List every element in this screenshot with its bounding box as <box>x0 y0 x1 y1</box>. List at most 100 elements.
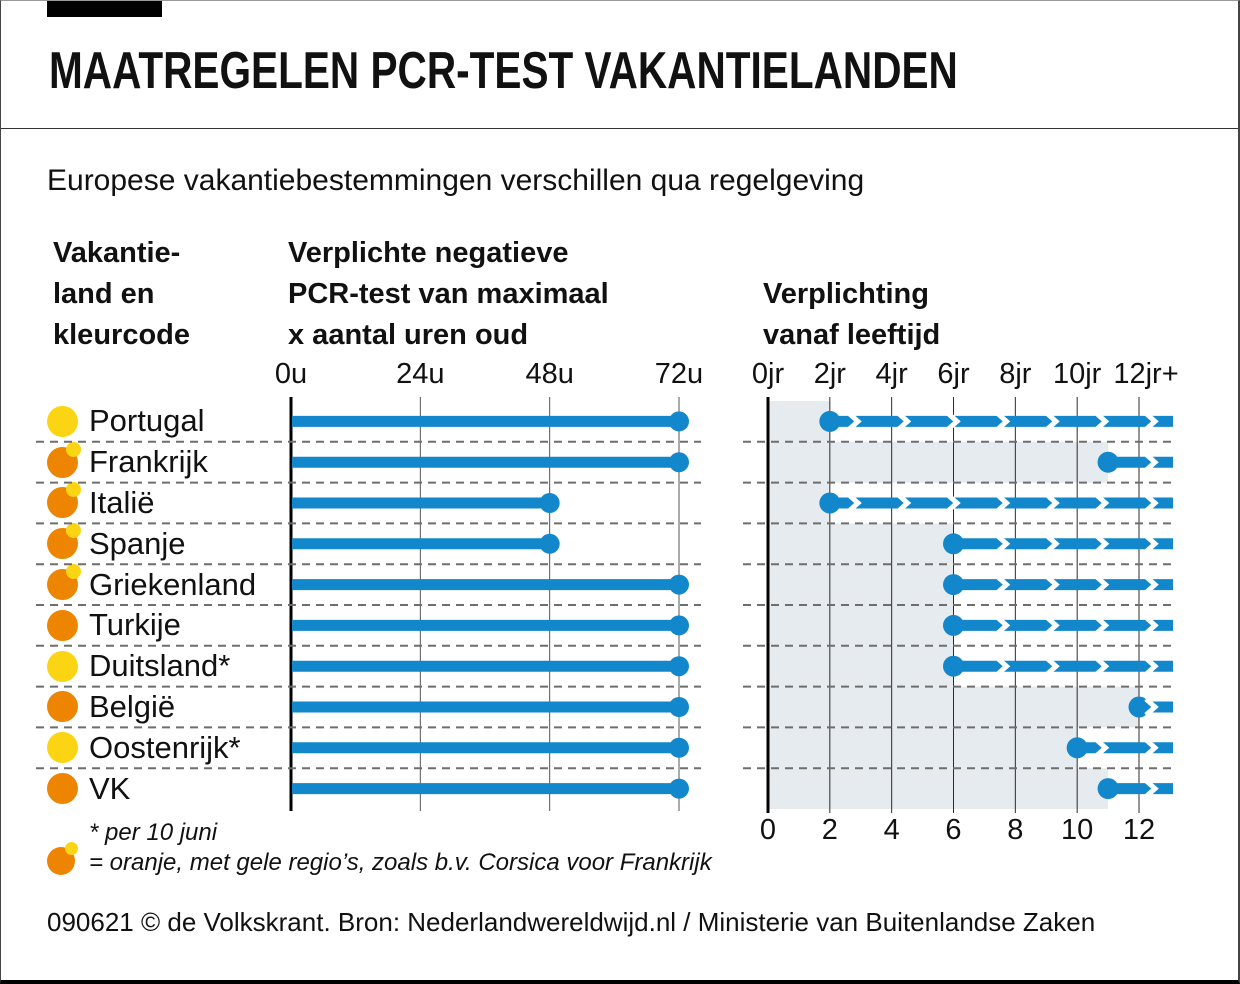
age-bar-dot <box>943 574 964 596</box>
pcr-axis-label: 48u <box>525 358 573 390</box>
chevron-right-icon <box>1144 574 1159 595</box>
chevron-right-icon <box>995 411 1011 432</box>
chevron-right-icon <box>1045 615 1060 636</box>
color-code-dot <box>47 482 81 519</box>
orange-dot-icon <box>47 691 78 723</box>
yellow-dot-icon <box>47 650 78 682</box>
country-label: Frankrijk <box>89 444 208 480</box>
age-bottom-axis-label: 4 <box>884 814 900 846</box>
chevron-right-icon <box>1144 411 1159 432</box>
age-bottom-axis-label: 2 <box>822 814 838 846</box>
country-label: Oostenrijk* <box>89 729 241 765</box>
column-header-age: Verplichting vanaf leeftijd <box>763 278 941 352</box>
pcr-axis-label: 0u <box>275 358 307 390</box>
pcr-bar-dot <box>669 574 689 595</box>
age-bar-dot <box>943 533 964 555</box>
pcr-bar-dot <box>539 493 560 513</box>
footnote-colorcode: = oranje, met gele regio’s, zoals b.v. C… <box>89 849 712 876</box>
color-code-dot <box>47 609 78 641</box>
color-code-dot <box>47 405 78 437</box>
chevron-right-icon <box>1144 452 1159 473</box>
country-row: Griekenland <box>47 564 256 605</box>
pcr-bar-dot <box>669 697 689 717</box>
chevron-right-icon <box>1144 778 1159 799</box>
country-row: Duitsland* <box>47 646 230 687</box>
yellow-dot-icon <box>47 405 78 437</box>
chevron-right-icon <box>1144 737 1159 758</box>
chevron-right-icon <box>1045 493 1060 513</box>
pcr-axis-label: 72u <box>655 358 703 390</box>
age-axis-label: 10jr <box>1053 358 1102 390</box>
country-label: Turkije <box>89 607 181 643</box>
chevron-right-icon <box>1144 533 1159 554</box>
chevron-right-icon <box>1094 574 1110 595</box>
exempt-age-shading <box>769 564 954 605</box>
country-row: Spanje <box>47 523 186 564</box>
color-code-dot <box>47 441 81 478</box>
yellow-minidot-icon <box>66 523 81 539</box>
yellow-minidot-icon <box>66 441 81 457</box>
country-row: België <box>47 687 175 728</box>
country-row: Oostenrijk* <box>47 727 241 768</box>
yellow-dot-icon <box>47 732 78 764</box>
footnote-per-10-juni: * per 10 juni <box>89 819 218 846</box>
exempt-age-shading <box>769 727 1078 769</box>
country-label: Duitsland* <box>89 648 231 684</box>
chevron-right-icon <box>1045 656 1060 677</box>
yellow-minidot-icon <box>66 564 81 580</box>
country-label: VK <box>89 770 131 806</box>
country-label: Portugal <box>89 403 205 439</box>
orange-dot-icon <box>47 773 78 805</box>
country-row: Portugal <box>47 401 204 442</box>
age-bar-dot <box>819 492 841 514</box>
chevron-right-icon <box>1094 615 1110 636</box>
age-bottom-axis-label: 12 <box>1123 814 1155 846</box>
age-axis-label: 8jr <box>999 358 1032 390</box>
age-bottom-axis-label: 0 <box>760 814 776 846</box>
age-bar-dot <box>943 614 964 636</box>
age-axis-label: 2jr <box>814 358 847 390</box>
pcr-bar-dot <box>539 533 560 554</box>
age-bar-dot <box>943 655 964 677</box>
chevron-right-icon <box>896 493 912 513</box>
column-header-country: Vakantie- land en kleurcode <box>53 237 190 352</box>
exempt-age-shading <box>769 523 954 565</box>
country-label: Italië <box>89 484 155 520</box>
chevron-right-icon <box>1094 533 1110 554</box>
exempt-age-shading <box>769 768 1109 809</box>
pcr-bar-dot <box>669 656 689 677</box>
chevron-right-icon <box>1045 574 1060 595</box>
country-row: Turkije <box>47 605 181 646</box>
chevron-right-icon <box>1094 411 1110 432</box>
yellow-minidot-icon <box>66 482 81 498</box>
country-row: VK <box>47 768 130 809</box>
orange-yellow-dot-icon <box>47 842 78 875</box>
age-bar-dot <box>1097 778 1119 800</box>
age-bar-dot <box>1128 696 1150 718</box>
age-bottom-axis-label: 6 <box>945 814 961 846</box>
chevron-right-icon <box>1045 411 1060 432</box>
chevron-right-icon <box>896 411 912 432</box>
country-row: Italië <box>47 482 155 524</box>
column-header-pcr-test: Verplichte negatieve PCR-test van maxima… <box>288 237 609 352</box>
color-code-dot <box>47 691 78 723</box>
chevron-right-icon <box>946 493 961 513</box>
color-code-dot <box>47 523 81 560</box>
color-code-dot <box>47 773 78 805</box>
age-axis-label: 4jr <box>876 358 909 390</box>
title-divider <box>1 128 1238 129</box>
credit-line: 090621 © de Volkskrant. Bron: Nederlandw… <box>47 907 1096 937</box>
chevron-right-icon <box>1094 656 1110 677</box>
pcr-bar-dot <box>669 778 689 799</box>
chevron-right-icon <box>946 411 961 432</box>
color-code-dot <box>47 732 78 764</box>
age-bar-dot <box>819 410 841 432</box>
country-row: Frankrijk <box>47 441 208 483</box>
age-axis-label: 0jr <box>752 358 785 390</box>
age-bottom-axis-label: 8 <box>1007 814 1023 846</box>
chevron-right-icon <box>995 493 1011 513</box>
chevron-right-icon <box>1144 615 1159 636</box>
exempt-age-shading <box>769 645 954 687</box>
